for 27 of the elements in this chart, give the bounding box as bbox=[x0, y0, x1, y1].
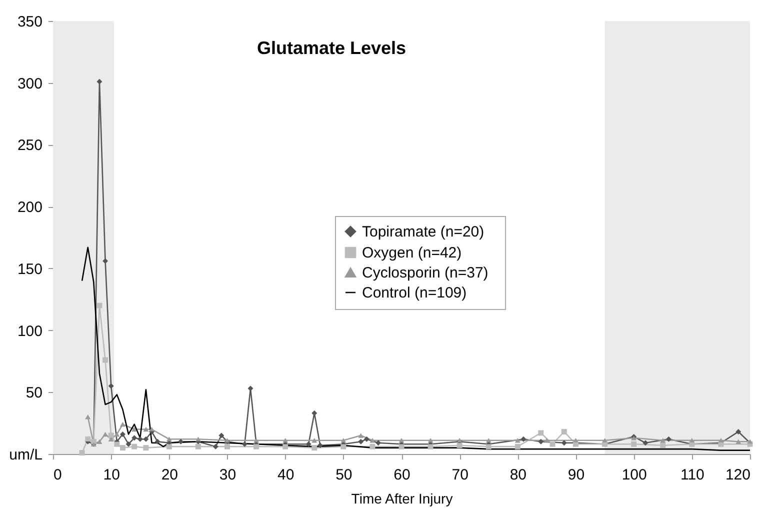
x-axis-title: Time After Injury bbox=[351, 490, 453, 506]
x-tick-label: 120 bbox=[725, 466, 750, 484]
x-tick-label: 100 bbox=[622, 466, 647, 484]
y-tick-label: 100 bbox=[17, 322, 42, 340]
legend-label: Topiramate (n=20) bbox=[362, 224, 484, 240]
y-tick-label: 50 bbox=[26, 384, 42, 402]
x-tick-label: 110 bbox=[680, 466, 704, 484]
x-tick-label: 70 bbox=[452, 466, 468, 484]
y-tick-label: 350 bbox=[17, 14, 42, 30]
y-tick-label: 300 bbox=[17, 75, 42, 92]
x-tick-label: 10 bbox=[103, 466, 120, 484]
y-tick-label: um/L bbox=[9, 446, 42, 464]
legend-label: Oxygen (n=42) bbox=[362, 244, 462, 262]
x-tick-label: 40 bbox=[277, 466, 294, 484]
x-tick-label: 20 bbox=[161, 466, 178, 484]
x-tick-label: 50 bbox=[336, 466, 352, 484]
y-tick-label: 200 bbox=[17, 199, 42, 216]
x-tick-label: 0 bbox=[54, 466, 62, 484]
legend-label: Cyclosporin (n=37) bbox=[362, 264, 488, 282]
x-tick-label: 80 bbox=[510, 466, 527, 484]
text: Glutamate Levels bbox=[256, 38, 406, 58]
x-tick-label: 30 bbox=[219, 466, 236, 484]
legend-label: Control (n=109) bbox=[362, 284, 467, 302]
x-tick-label: 90 bbox=[568, 466, 585, 484]
x-tick-label: 60 bbox=[394, 466, 410, 484]
y-tick-label: 250 bbox=[17, 137, 42, 154]
y-tick-label: 150 bbox=[17, 260, 42, 278]
